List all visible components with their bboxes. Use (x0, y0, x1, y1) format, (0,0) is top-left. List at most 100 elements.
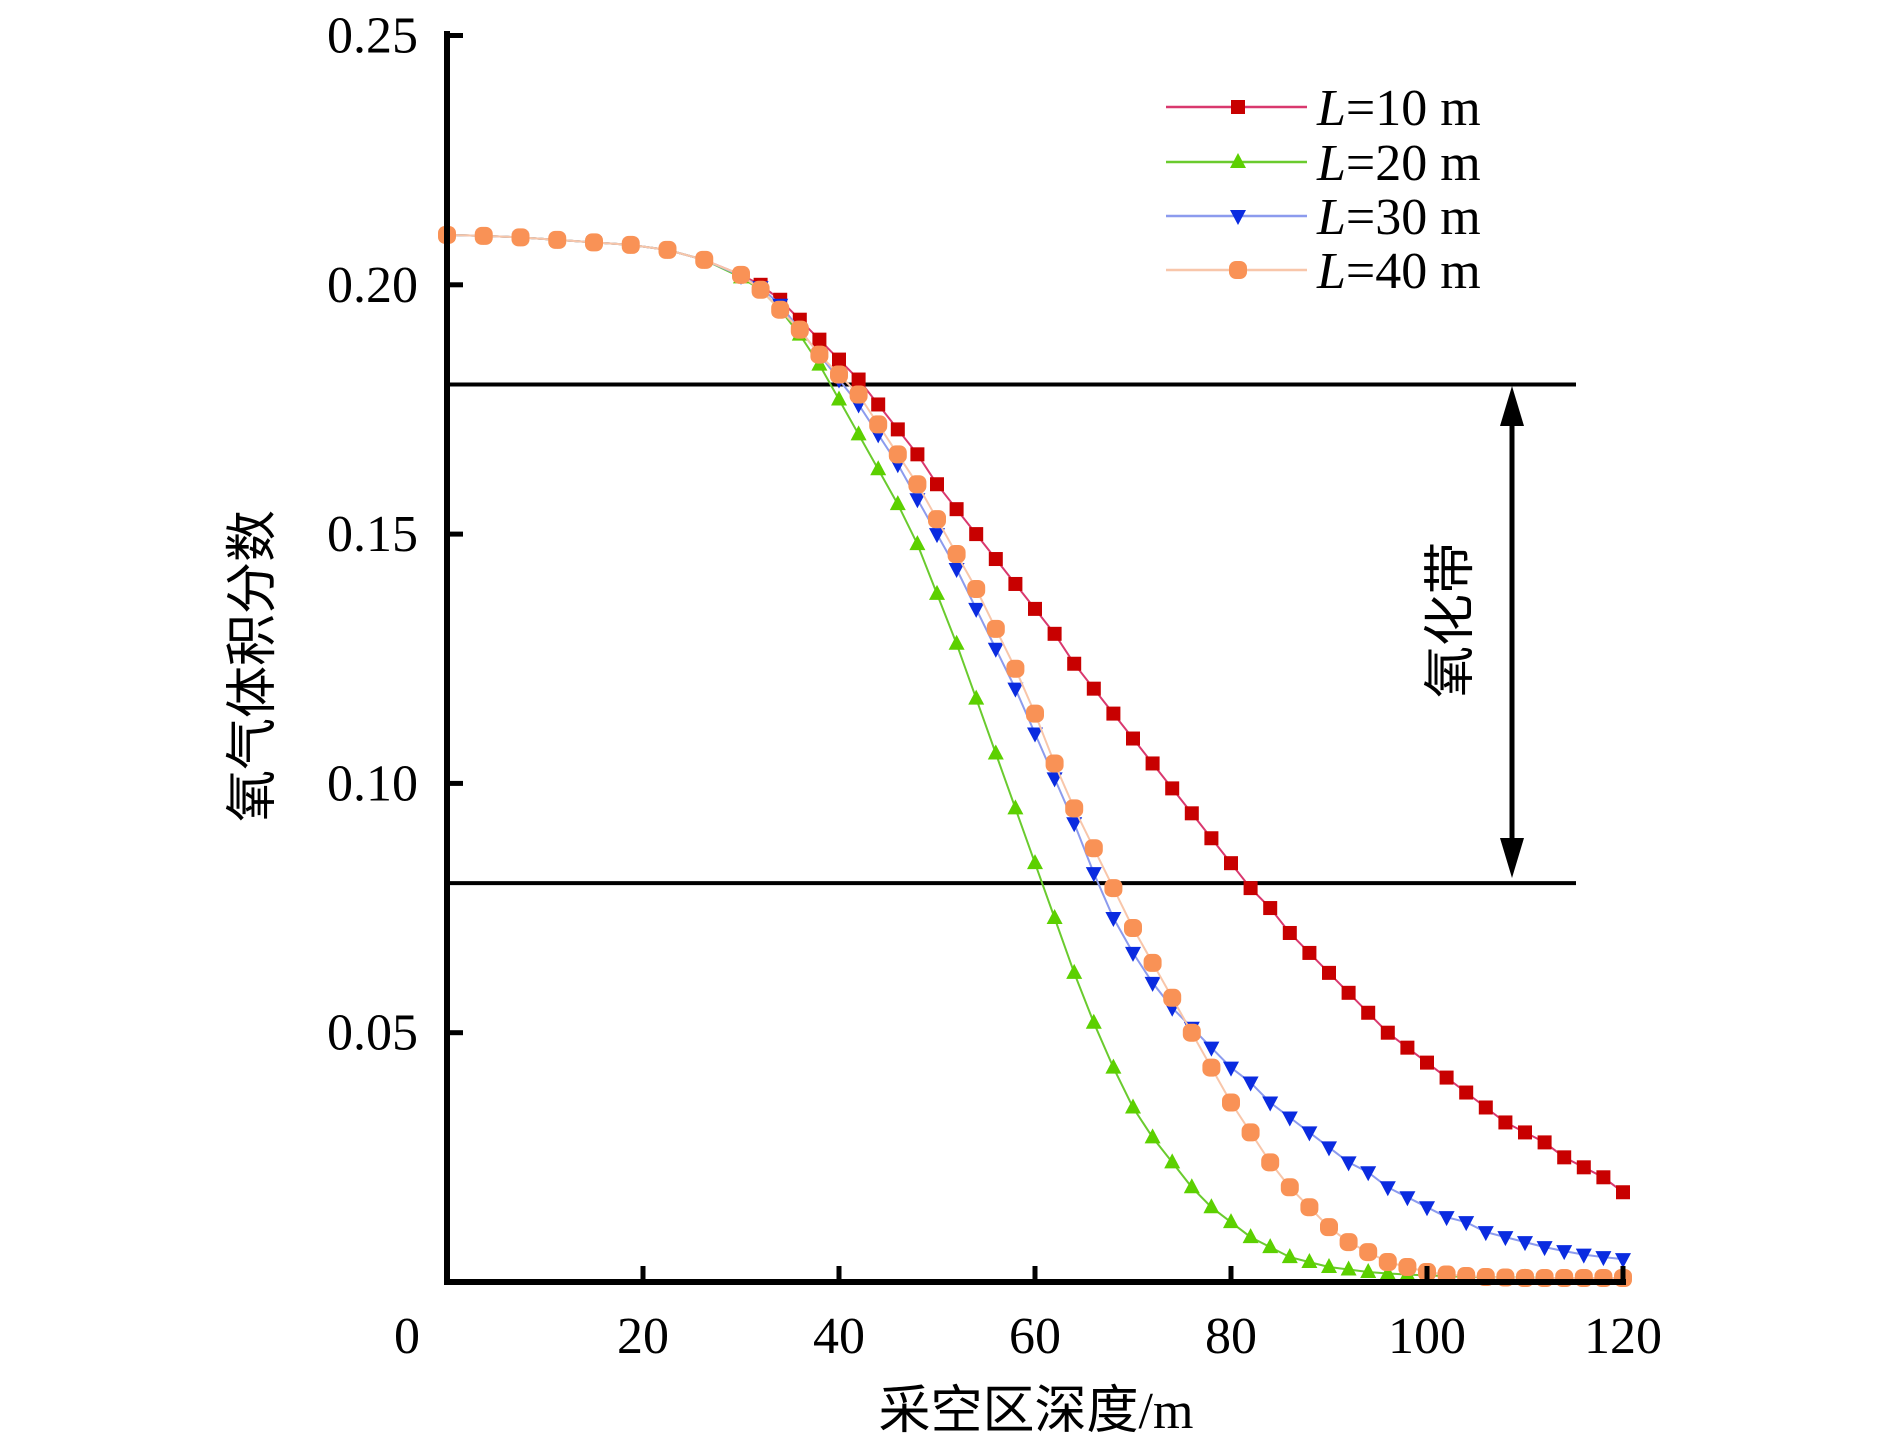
data-point (910, 447, 925, 462)
legend-variable: L (1316, 135, 1346, 192)
data-point (1066, 817, 1083, 833)
data-point (695, 250, 714, 269)
data-point (1359, 1243, 1378, 1262)
data-point (849, 385, 868, 404)
data-point (830, 365, 848, 384)
data-point (1046, 909, 1063, 925)
data-point (1143, 953, 1162, 972)
data-point (869, 415, 888, 434)
data-point (948, 563, 965, 579)
data-point (1045, 754, 1064, 773)
data-point (1203, 1198, 1220, 1214)
data-point (1320, 1218, 1338, 1237)
data-point (1477, 1226, 1494, 1242)
data-point (1242, 1076, 1259, 1092)
data-point (1518, 1125, 1532, 1140)
data-point (548, 230, 567, 249)
data-point (1105, 1058, 1122, 1074)
arrow-head-up-icon (1500, 386, 1524, 426)
data-point (968, 602, 985, 618)
x-tick-label: 40 (813, 1308, 865, 1365)
data-point (1243, 881, 1258, 896)
data-point (1379, 1264, 1396, 1280)
legend-label: L=20 m (1316, 135, 1481, 192)
data-point (771, 300, 790, 319)
data-point (1065, 799, 1084, 818)
data-point (967, 579, 986, 598)
legend-label: L=30 m (1316, 189, 1481, 246)
data-point (1556, 1245, 1573, 1261)
data-point (1006, 659, 1025, 678)
data-point (1067, 656, 1082, 671)
data-point (1047, 626, 1062, 641)
data-point (930, 477, 944, 492)
series-layer (438, 225, 1632, 1288)
data-point (1301, 1253, 1318, 1269)
x-tick-label: 20 (617, 1308, 669, 1365)
data-point (870, 460, 887, 476)
data-point (1498, 1115, 1513, 1130)
legend-marker (1230, 153, 1246, 168)
data-point (474, 226, 493, 245)
data-point (1046, 772, 1063, 788)
legend: L=10 mL=20 mL=30 mL=40 m (1166, 80, 1481, 300)
data-point (948, 634, 965, 650)
data-point (929, 528, 945, 544)
data-point (1124, 918, 1142, 937)
data-point (1459, 1085, 1474, 1100)
data-point (1300, 1198, 1319, 1217)
x-tick-label: 80 (1205, 1308, 1257, 1365)
legend-marker (1230, 210, 1246, 225)
data-point (732, 265, 750, 284)
data-point (1361, 1005, 1376, 1020)
legend-label: L=10 m (1316, 80, 1481, 137)
data-point (1164, 1153, 1181, 1169)
data-point (988, 552, 1003, 567)
legend-value: =20 m (1346, 135, 1481, 192)
data-point (1341, 985, 1356, 1000)
data-point (1104, 879, 1123, 898)
x-tick-label: 0 (394, 1308, 420, 1365)
data-point (511, 228, 530, 247)
data-point (1458, 1216, 1475, 1232)
data-point (1007, 682, 1024, 698)
legend-marker (1231, 100, 1245, 114)
data-point (1163, 988, 1182, 1007)
data-point (1263, 901, 1278, 916)
data-point (1575, 1248, 1592, 1264)
data-point (1302, 945, 1317, 960)
data-point (1557, 1150, 1572, 1165)
legend-entry: L=20 m (1166, 135, 1481, 192)
data-point (968, 689, 985, 705)
data-point (1144, 976, 1161, 992)
legend-value: =40 m (1346, 243, 1481, 300)
y-tick-label: 0.25 (327, 8, 418, 65)
ticks (447, 33, 1626, 1282)
data-point (1222, 1093, 1240, 1112)
legend-label: L=40 m (1316, 243, 1481, 300)
data-point (1360, 1263, 1377, 1279)
data-point (1340, 1260, 1357, 1276)
data-point (1380, 1025, 1395, 1040)
data-point (1224, 856, 1238, 871)
data-point (947, 545, 966, 564)
data-point (1242, 1228, 1259, 1244)
tick-labels: 0.05 0.10 0.15 0.20 0.25 0 20 40 60 80 100 120 (327, 8, 1662, 1366)
data-point (1281, 1248, 1298, 1264)
data-point (1340, 1156, 1357, 1172)
data-point (986, 619, 1005, 638)
data-point (1360, 1166, 1377, 1182)
data-point (810, 345, 829, 364)
data-point (1184, 806, 1199, 821)
data-point (1086, 681, 1101, 696)
data-point (1027, 854, 1043, 870)
data-point (832, 352, 846, 367)
data-point (1301, 1126, 1318, 1142)
data-point (1223, 1213, 1239, 1229)
legend-entry: L=30 m (1166, 189, 1481, 246)
data-point (987, 744, 1004, 760)
data-point (1378, 1253, 1397, 1272)
x-tick-label: 60 (1009, 1308, 1061, 1365)
data-point (1321, 1258, 1337, 1274)
